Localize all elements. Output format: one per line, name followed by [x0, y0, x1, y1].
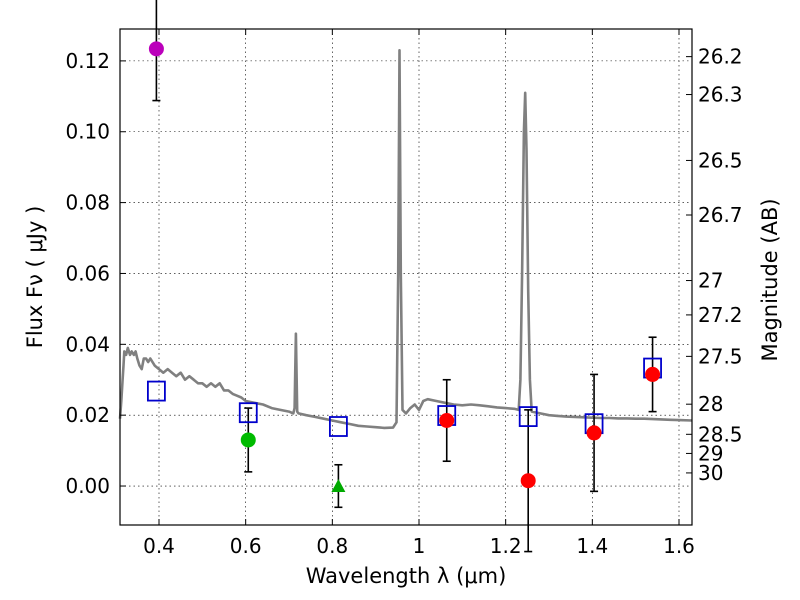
- right-axis-label: Magnitude (AB): [758, 198, 782, 361]
- x-tick-labels: 0.4 0.6 0.8 1 1.2 1.4 1.6: [143, 534, 695, 558]
- plot-frame: [119, 28, 693, 526]
- y-tick-labels: 0.00 0.02 0.04 0.06 0.08 0.10 0.12: [65, 49, 110, 498]
- observed-point: [148, 41, 164, 57]
- observed-point: [520, 473, 536, 489]
- model-sed-line: [118, 49, 693, 430]
- y2-tick-label: 29: [698, 441, 723, 465]
- y2-tick-label: 28.5: [698, 422, 743, 446]
- observed-point: [645, 366, 661, 382]
- y2-tick-label: 27.2: [698, 303, 743, 327]
- observed-markers: [148, 41, 661, 493]
- model-bandpass-square: [238, 402, 258, 424]
- x-tick-label: 0.8: [316, 534, 348, 558]
- x-tick-label: 1.6: [663, 534, 695, 558]
- y2-tick-label: 28: [698, 392, 723, 416]
- model-bandpass-square: [328, 416, 348, 437]
- grid: [120, 29, 692, 525]
- y-tick-label: 0.10: [65, 120, 110, 144]
- x-tick-label: 1: [413, 534, 426, 558]
- model-bandpass-markers: [146, 357, 662, 437]
- x-tick-label: 1.2: [490, 534, 522, 558]
- y2-tick-label: 26.2: [698, 45, 743, 69]
- y-tick-label: 0.04: [65, 332, 110, 356]
- observed-point: [439, 412, 455, 428]
- axis-ticks: [120, 29, 692, 525]
- y2-tick-label: 27: [698, 269, 723, 293]
- model-bandpass-square: [518, 406, 538, 427]
- y-axis-label: Flux Fν ( μJy ): [23, 206, 47, 349]
- x-tick-label: 0.4: [143, 534, 175, 558]
- x-axis-label: Wavelength λ (μm): [306, 564, 507, 588]
- error-bars: [152, 0, 657, 553]
- x-tick-label: 1.4: [576, 534, 608, 558]
- x-tick-label: 0.6: [230, 534, 262, 558]
- model-sed-layer: [118, 49, 693, 430]
- y2-tick-label: 27.5: [698, 344, 743, 368]
- y-tick-label: 0.00: [65, 474, 110, 498]
- y-tick-label: 0.12: [65, 49, 110, 73]
- y2-tick-label: 26.3: [698, 83, 743, 107]
- upper-limit-triangle: [331, 479, 346, 493]
- y2-tick-label: 30: [698, 461, 723, 485]
- y2-tick-label: 26.5: [698, 148, 743, 172]
- model-bandpass-square: [146, 380, 166, 402]
- y2-tick-label: 26.7: [698, 203, 743, 227]
- observed-point: [240, 432, 256, 448]
- y-tick-label: 0.08: [65, 191, 110, 215]
- y-tick-label: 0.06: [65, 261, 110, 285]
- y-tick-label: 0.02: [65, 403, 110, 427]
- observed-point: [586, 425, 602, 441]
